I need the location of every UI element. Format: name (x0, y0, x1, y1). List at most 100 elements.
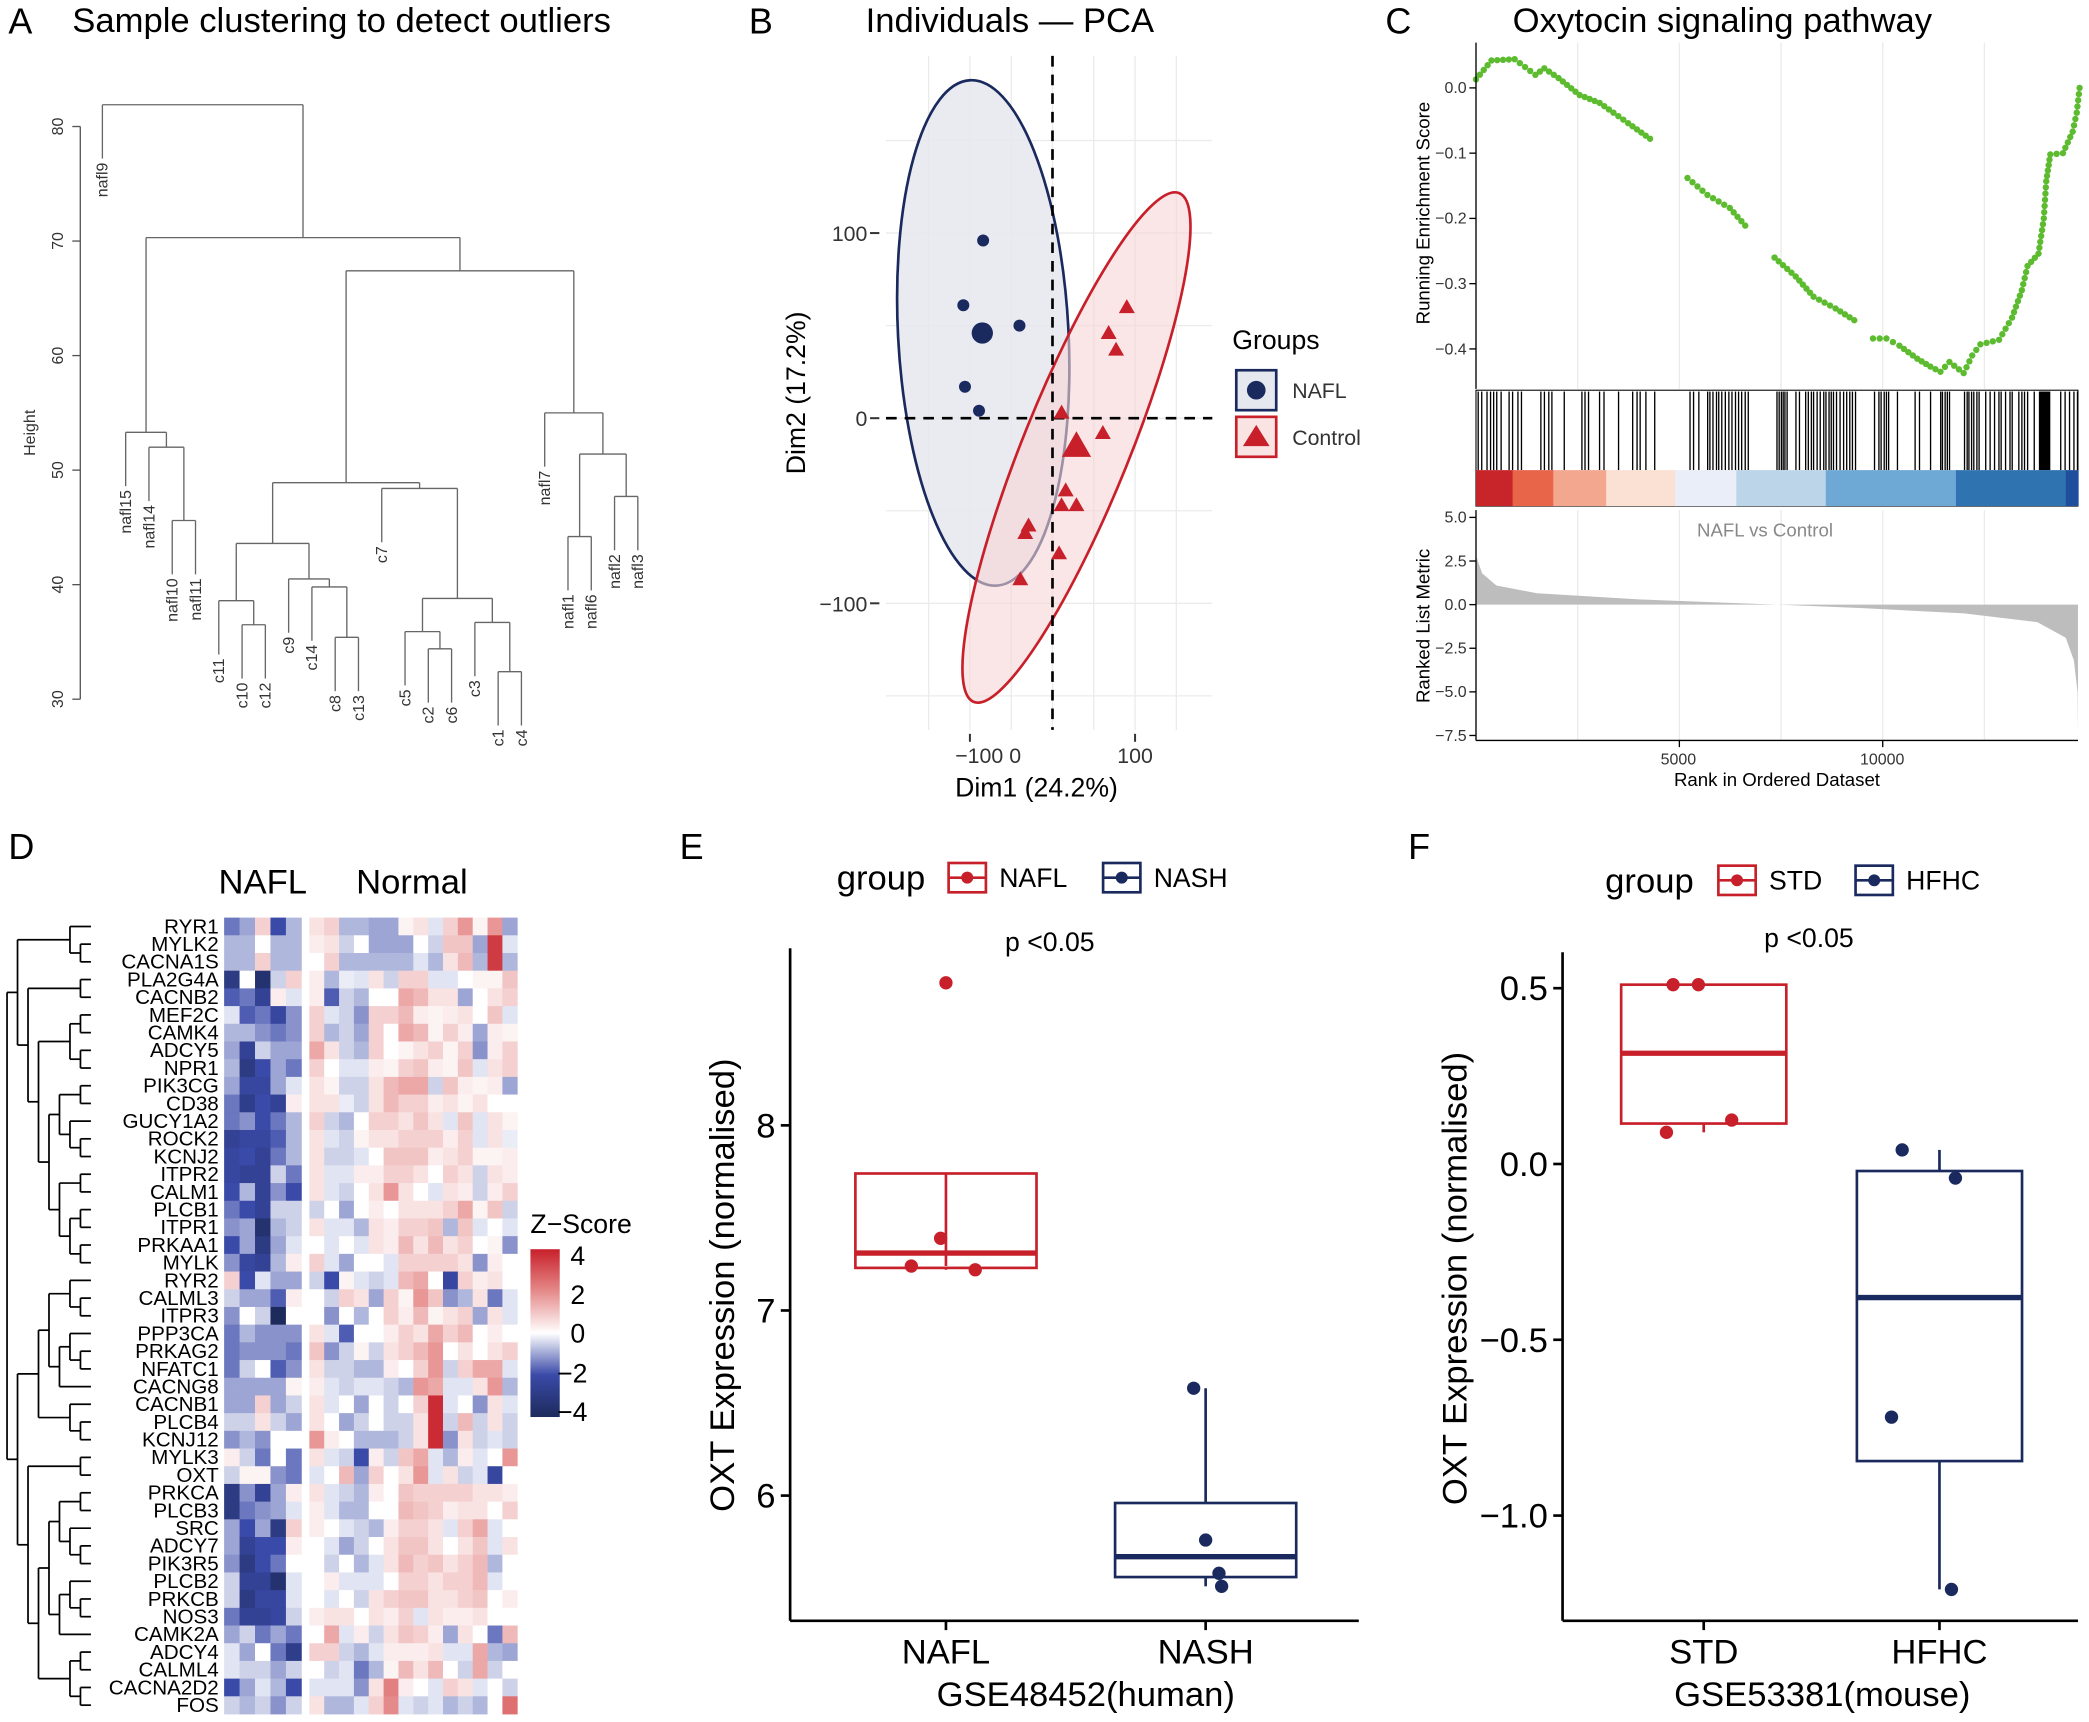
heatmap-cell (353, 1643, 370, 1662)
heatmap-cell (255, 1271, 271, 1290)
es-dot (2073, 109, 2080, 116)
heatmap-cell (285, 1289, 302, 1308)
data-point-control (1118, 299, 1135, 314)
heatmap-cell (487, 1413, 503, 1432)
heatmap-cell (239, 935, 256, 954)
heatmap-cell (353, 1360, 370, 1379)
leaf-label: c8 (328, 695, 345, 712)
es-dot (1955, 366, 1963, 373)
es-dot (2041, 196, 2049, 204)
heatmap-cell (353, 1253, 370, 1272)
heatmap-cell (502, 1413, 518, 1432)
leaf-label: c14 (304, 645, 321, 671)
heatmap-cell (285, 1572, 302, 1591)
leaf-label: c9 (281, 637, 298, 654)
data-point (1214, 1579, 1229, 1593)
heatmap-cell (368, 1377, 385, 1396)
heatmap-cell (428, 1696, 444, 1715)
circle-icon (1246, 380, 1266, 400)
heatmap-cell (457, 1165, 474, 1184)
gene-label: CD38 (166, 1092, 219, 1115)
heatmap-cell (368, 1112, 385, 1131)
y-tick-label: 5.0 (1444, 510, 1466, 527)
heatmap-cell (255, 1466, 271, 1485)
heatmap-cell (339, 1660, 355, 1680)
heatmap-cell (285, 1678, 302, 1697)
es-dot (1837, 308, 1844, 315)
heatmap-cell (255, 988, 271, 1007)
heatmap-cell (285, 1537, 302, 1556)
y-axis-title: OXT Expression (normalised) (1437, 1052, 1475, 1505)
heatmap-cell (457, 1678, 474, 1697)
heatmap-cell (309, 1147, 325, 1166)
heatmap-cell (224, 935, 240, 954)
heatmap-cell (309, 1253, 325, 1272)
es-dot (1963, 364, 1970, 371)
heatmap-cell (413, 1377, 429, 1396)
heatmap-cell (255, 1572, 271, 1591)
heatmap-cell (472, 1501, 488, 1520)
heatmap-cell (324, 1200, 340, 1219)
boxplot: 6 7 8 NAFL NASH (756, 948, 1359, 1671)
heatmap-cell (239, 1006, 256, 1025)
heatmap-cell (383, 1324, 399, 1343)
y-tick-label: 60 (50, 347, 67, 365)
heatmap-cell (442, 1236, 459, 1255)
heatmap-cell (339, 1395, 355, 1414)
heatmap-cell (413, 1342, 429, 1361)
heatmap-cell (285, 1483, 302, 1503)
leaf-label: c5 (397, 689, 414, 706)
heatmap-cell (285, 1147, 302, 1166)
heatmap-cell (398, 1253, 414, 1272)
heatmap-cell (239, 1448, 256, 1467)
heatmap-cell (502, 1059, 518, 1078)
heatmap-cell (255, 1094, 271, 1113)
heatmap-cell (413, 1519, 429, 1538)
legend-label: 0 (570, 1318, 585, 1348)
heatmap-cell (442, 1289, 459, 1308)
heatmap-cell (502, 1200, 518, 1219)
heatmap-cell (502, 1112, 518, 1131)
es-dot (2040, 215, 2047, 222)
heatmap-cell (309, 1094, 325, 1113)
heatmap-cell (270, 917, 287, 936)
column-group-label: Normal (356, 864, 468, 902)
legend-key-dot (1115, 871, 1128, 884)
heatmap-cell (413, 1023, 429, 1042)
es-dot (1734, 213, 1741, 220)
panel-letter: E (680, 826, 704, 867)
heatmap-cell (457, 952, 474, 972)
heatmap-cell (339, 1129, 355, 1149)
data-point-control (1061, 431, 1092, 457)
heatmap-cell (413, 1413, 429, 1432)
heatmap-cell (309, 1519, 325, 1538)
es-dot (1775, 258, 1782, 265)
heatmap-cell (239, 1147, 256, 1166)
heatmap-cell (472, 952, 488, 972)
heatmap-cell (457, 1537, 474, 1556)
heatmap-cell (442, 1041, 459, 1060)
heatmap-cell (457, 1572, 474, 1591)
es-dot (1738, 217, 1745, 225)
heatmap-cell (353, 1200, 370, 1219)
heatmap-cell (224, 1519, 240, 1538)
heatmap-cell (239, 1625, 256, 1644)
y-tick-label: 80 (50, 118, 67, 136)
heatmap-cell (285, 1041, 302, 1060)
heatmap-cell (324, 1324, 340, 1343)
heatmap-cell (255, 1501, 271, 1520)
heatmap-cell (428, 970, 444, 989)
heatmap-cell (339, 1625, 355, 1644)
heatmap-cell (285, 1129, 302, 1149)
heatmap-cell (255, 935, 271, 954)
heatmap-cell (368, 1537, 385, 1556)
es-dot (2046, 156, 2053, 164)
heatmap-cell (285, 1059, 302, 1078)
heatmap-cell (383, 1041, 399, 1060)
y-tick-label: −5.0 (1435, 684, 1467, 701)
heatmap-cell (472, 1483, 488, 1503)
es-dot (1601, 102, 1608, 110)
heatmap-cell (239, 1572, 256, 1591)
heatmap-cell (368, 1360, 385, 1379)
x-tick-label: 0 (1009, 744, 1021, 768)
